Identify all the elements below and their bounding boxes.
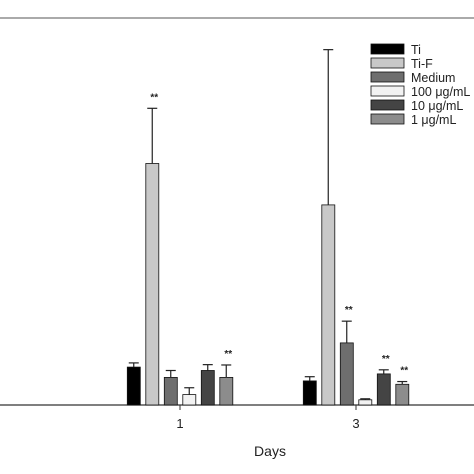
legend-label: 10 μg/mL — [411, 99, 463, 113]
legend-swatch — [370, 85, 405, 97]
bar — [145, 163, 160, 406]
significance-marker: ** — [150, 92, 158, 103]
significance-marker: ** — [345, 305, 353, 316]
x-tick-label: 1 — [176, 416, 183, 431]
legend-label: Ti — [411, 43, 421, 57]
legend-label: Medium — [411, 71, 455, 85]
significance-marker: ** — [224, 349, 232, 360]
legend-swatch — [370, 99, 405, 111]
significance-marker: ** — [382, 354, 390, 365]
x-tick-label: 3 — [352, 416, 359, 431]
bar — [182, 394, 197, 406]
bar — [358, 399, 373, 406]
bar — [219, 376, 234, 406]
bar — [339, 342, 354, 406]
legend-label: Ti-F — [411, 57, 433, 71]
significance-marker: ** — [400, 366, 408, 377]
bar — [376, 373, 391, 406]
bar — [321, 204, 336, 406]
legend-label: 1 μg/mL — [411, 113, 456, 127]
legend-swatch — [370, 71, 405, 83]
bar — [302, 380, 317, 406]
bar — [126, 366, 141, 406]
legend-swatch — [370, 113, 405, 125]
bar — [395, 383, 410, 406]
legend-swatch — [370, 43, 405, 55]
legend-swatch — [370, 57, 405, 69]
x-axis-title: Days — [254, 443, 286, 459]
bar — [163, 376, 178, 406]
legend-label: 100 μg/mL — [411, 85, 470, 99]
bar — [200, 370, 215, 406]
